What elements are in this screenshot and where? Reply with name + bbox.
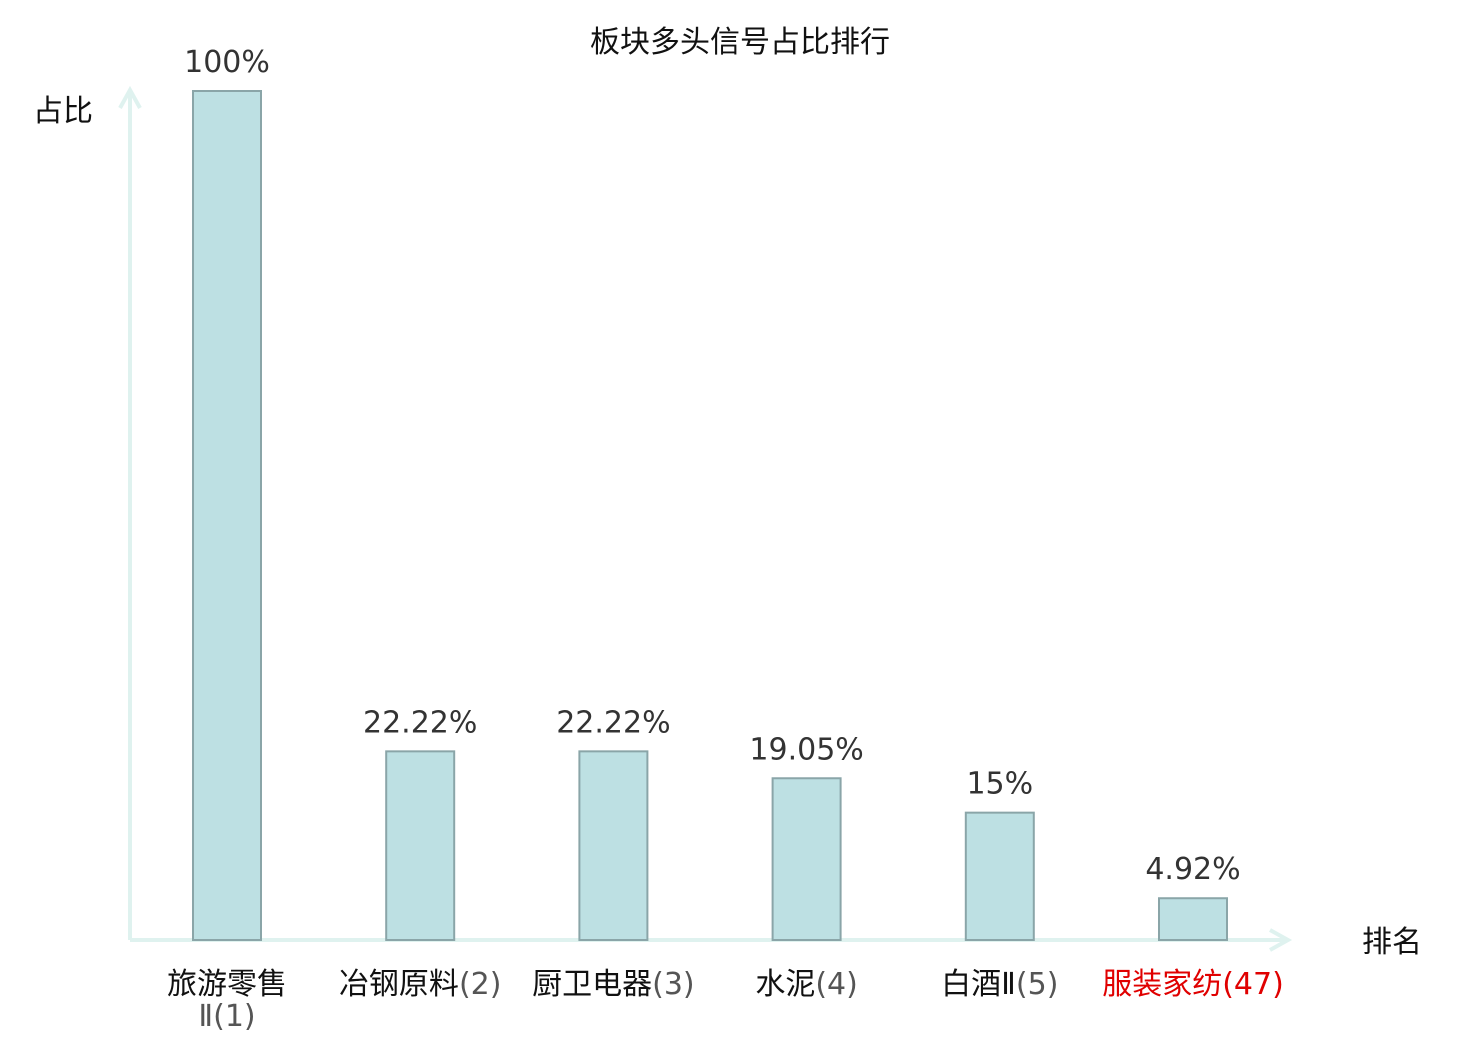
category-label-2: 冶钢原料(2) (339, 967, 502, 1002)
category-name-3: 厨卫电器 (532, 967, 652, 1002)
category-label-6: 服装家纺(47) (1102, 967, 1284, 1002)
category-rank-3: (3) (652, 967, 695, 1002)
value-label-1: 100% (184, 45, 270, 80)
category-name-4: 水泥 (755, 967, 815, 1002)
category-name-2: 冶钢原料 (339, 967, 459, 1002)
bar-3 (578, 750, 649, 941)
category-label-3: 厨卫电器(3) (532, 967, 695, 1002)
category-rank-6: (47) (1222, 967, 1284, 1002)
bars-group (192, 90, 1228, 942)
bar-4 (771, 777, 842, 941)
bar-2 (385, 750, 456, 941)
bar-5 (964, 811, 1035, 942)
x-axis-label: 排名 (1362, 925, 1422, 960)
y-axis-label: 占比 (33, 94, 93, 129)
category-name-5: 白酒Ⅱ (941, 967, 1016, 1002)
y-axis-arrow (118, 85, 142, 109)
category-rank-1: Ⅱ(1) (198, 999, 255, 1034)
chart-title: 板块多头信号占比排行 (590, 25, 890, 60)
value-label-5: 15% (966, 767, 1033, 802)
value-labels-group: 100% 22.22% 22.22% 19.05% 15% 4.92% (184, 45, 1241, 887)
category-name-6: 服装家纺 (1102, 967, 1222, 1002)
axes (118, 85, 1293, 952)
category-rank-4: (4) (815, 967, 858, 1002)
category-rank-5: (5) (1016, 967, 1059, 1002)
bar-6 (1158, 897, 1228, 941)
x-axis-arrow (1269, 928, 1293, 952)
value-label-4: 19.05% (749, 732, 863, 767)
category-label-5: 白酒Ⅱ(5) (941, 967, 1058, 1002)
category-label-4: 水泥(4) (755, 967, 858, 1002)
value-label-6: 4.92% (1145, 852, 1240, 887)
bar-1 (192, 90, 262, 941)
value-label-2: 22.22% (363, 705, 477, 740)
category-rank-2: (2) (459, 967, 502, 1002)
category-name-1: 旅游零售 (167, 967, 287, 1002)
value-label-3: 22.22% (556, 705, 670, 740)
